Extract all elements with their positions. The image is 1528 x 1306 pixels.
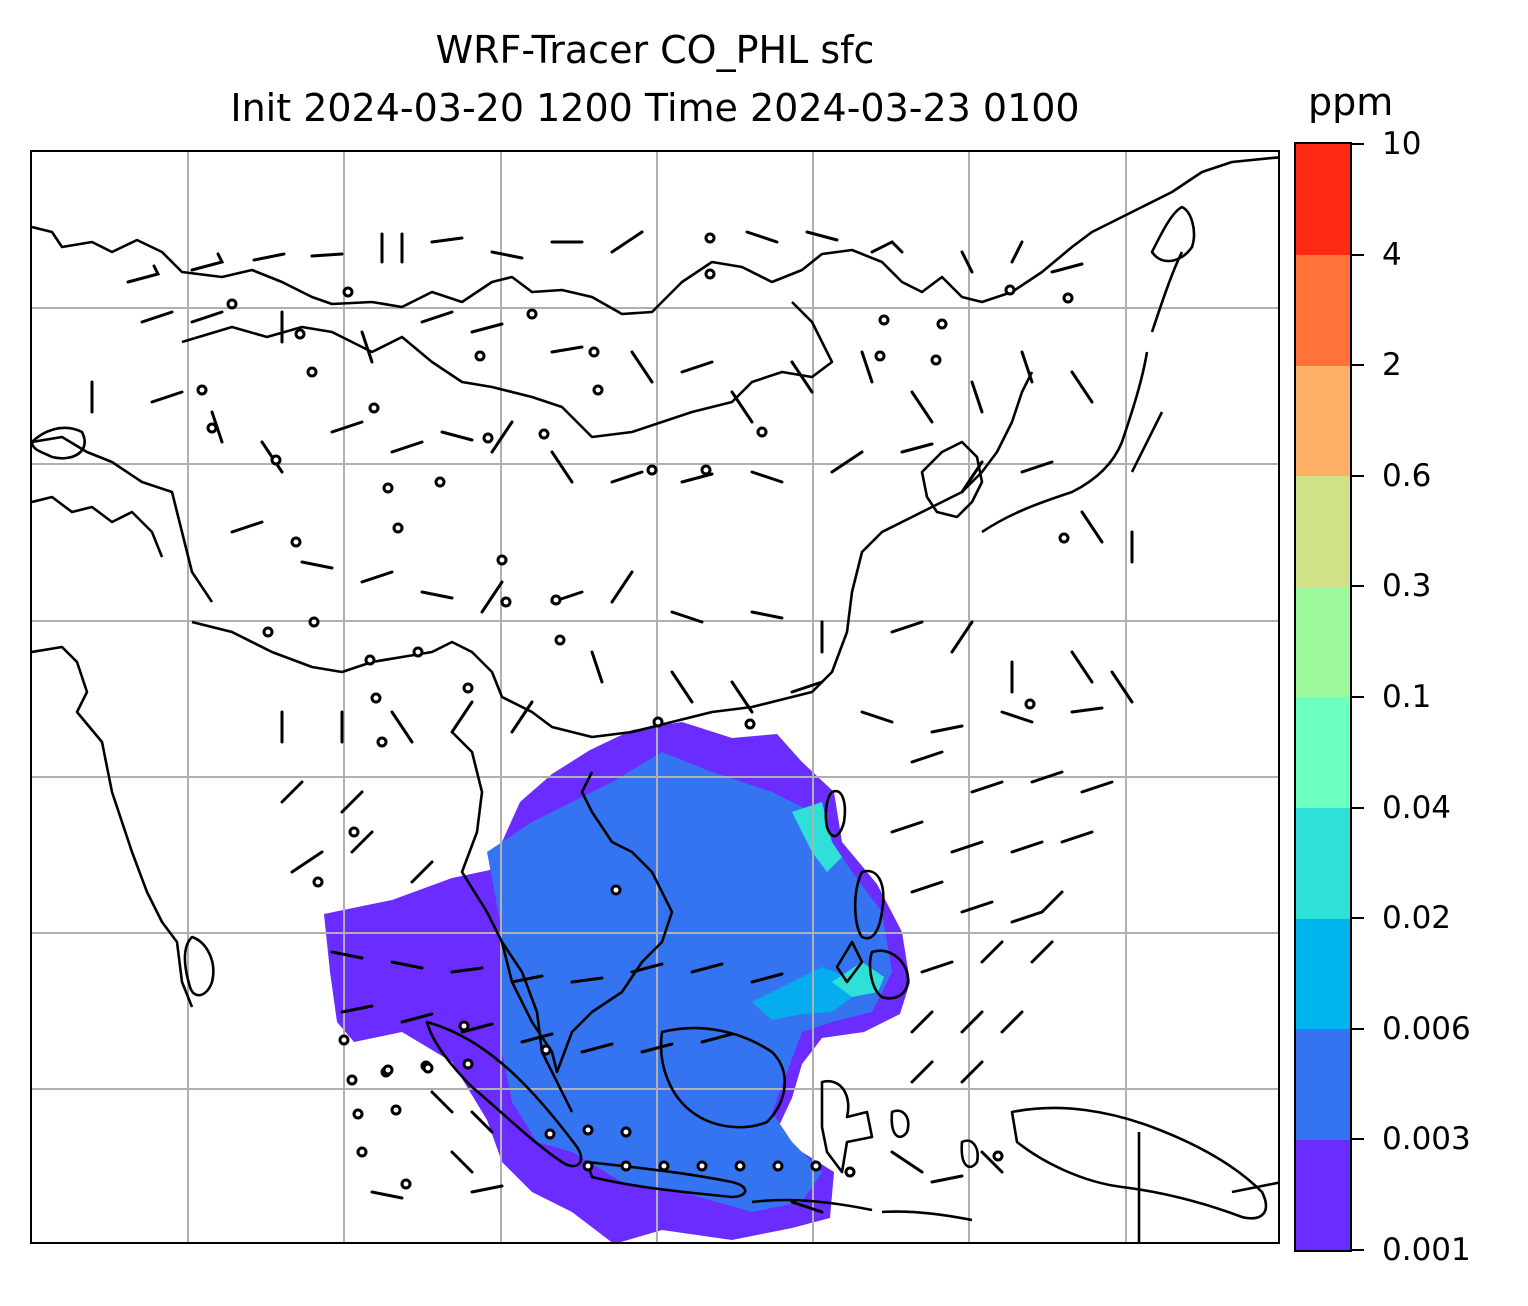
- colorbar-tick-mark: [1352, 806, 1364, 809]
- colorbar-segment: [1296, 586, 1350, 698]
- colorbar-segment: [1296, 1139, 1350, 1251]
- colorbar-tick-label: 4: [1382, 236, 1402, 273]
- colorbar-segment: [1296, 475, 1350, 587]
- colorbar-tick-label: 0.6: [1382, 457, 1432, 494]
- colorbar-tick-mark: [1352, 474, 1364, 477]
- colorbar-segment: [1296, 918, 1350, 1030]
- colorbar-tick-label: 0.04: [1382, 789, 1452, 826]
- map-canvas: [32, 152, 1278, 1242]
- colorbar-tick-mark: [1352, 1027, 1364, 1030]
- colorbar-tick-mark: [1352, 364, 1364, 367]
- colorbar-segment: [1296, 697, 1350, 809]
- colorbar-tick-mark: [1352, 696, 1364, 698]
- colorbar-tick-mark: [1352, 585, 1364, 588]
- coastlines: [32, 156, 1278, 1242]
- plume-level-0.02: [752, 967, 852, 1020]
- calm-markers: [196, 232, 1074, 1190]
- tracer-plume: [324, 722, 910, 1242]
- colorbar-segment: [1296, 1028, 1350, 1140]
- map-panel: [30, 150, 1280, 1244]
- colorbar-segment: [1296, 254, 1350, 366]
- colorbar-tick-label: 0.001: [1382, 1232, 1471, 1268]
- colorbar-tick-label: 0.003: [1382, 1121, 1471, 1158]
- plume-level-0.04: [792, 802, 884, 997]
- chart-title: WRF-Tracer CO_PHL sfc: [435, 28, 875, 72]
- plume-level-0.003: [487, 752, 892, 1212]
- colorbar-tick-mark: [1352, 917, 1364, 920]
- wind-barbs: [90, 230, 1134, 1214]
- colorbar-tick-label: 10: [1382, 126, 1422, 162]
- colorbar-segment: [1296, 365, 1350, 477]
- colorbar-tick-mark: [1352, 253, 1364, 256]
- colorbar-tick-label: 0.3: [1382, 568, 1432, 605]
- colorbar-tick-label: 0.1: [1382, 679, 1432, 715]
- colorbar-tick-mark: [1352, 1249, 1364, 1251]
- colorbar-segment: [1296, 807, 1350, 919]
- colorbar-tick-label: 0.006: [1382, 1010, 1471, 1047]
- colorbar-tick-mark: [1352, 143, 1364, 145]
- colorbar-tick-label: 0.02: [1382, 900, 1452, 937]
- gridlines: [32, 152, 1278, 1242]
- chart-subtitle: Init 2024-03-20 1200 Time 2024-03-23 010…: [230, 86, 1080, 130]
- colorbar: [1294, 142, 1352, 1252]
- colorbar-unit: ppm: [1308, 80, 1394, 124]
- colorbar-tick-label: 2: [1382, 347, 1402, 384]
- colorbar-segment: [1296, 144, 1350, 256]
- colorbar-tick-mark: [1352, 1138, 1364, 1141]
